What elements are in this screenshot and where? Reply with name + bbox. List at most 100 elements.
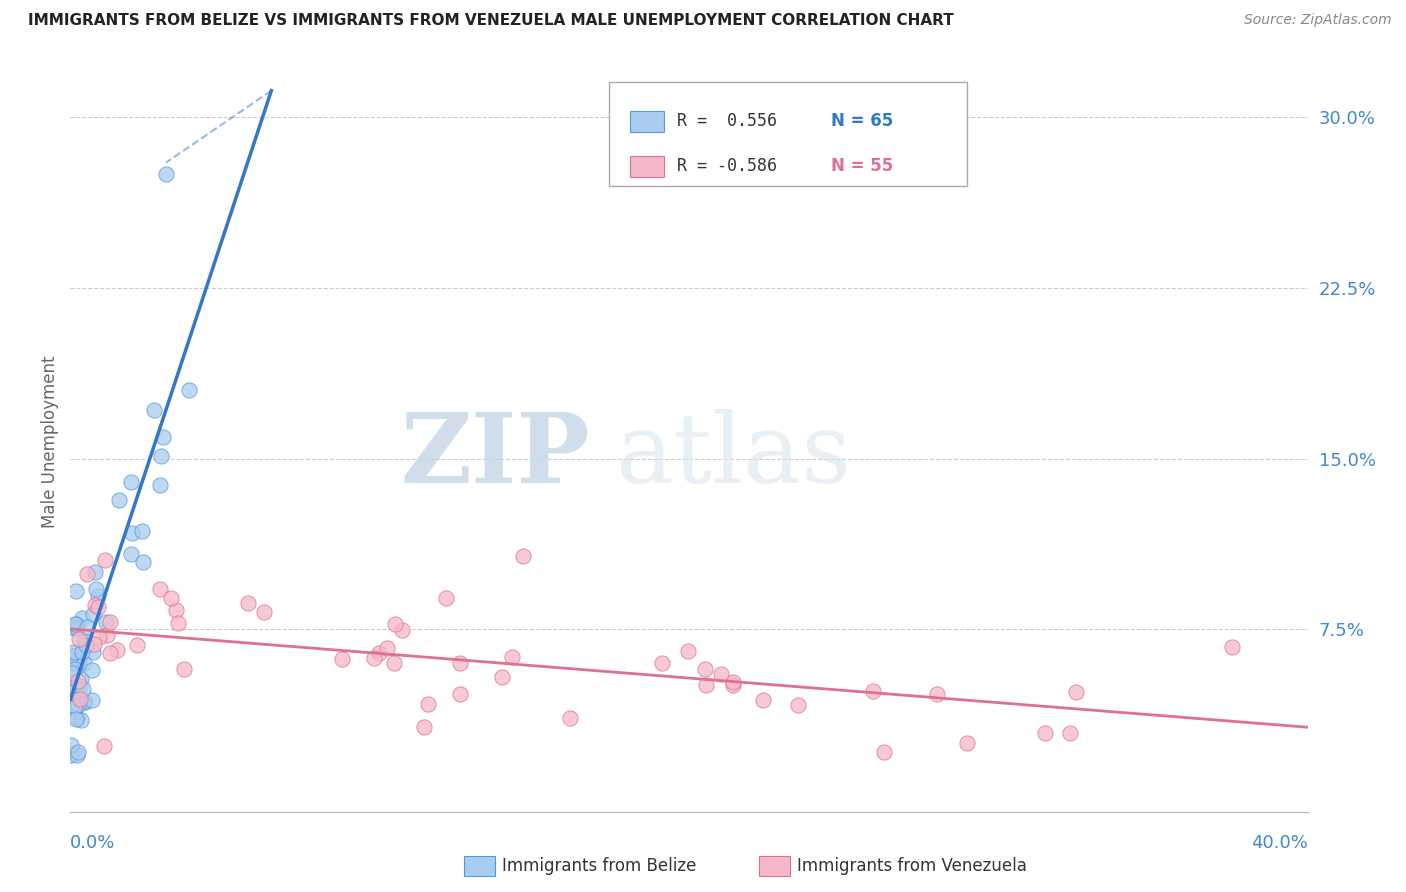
Point: [363, 651, 385, 665]
Point: [98, 615, 121, 629]
Point: [873, 745, 896, 759]
Point: [75, 695, 97, 709]
Point: [238, 596, 260, 610]
Point: [66, 745, 89, 759]
Text: IMMIGRANTS FROM BELIZE VS IMMIGRANTS FROM VENEZUELA MALE UNEMPLOYMENT CORRELATIO: IMMIGRANTS FROM BELIZE VS IMMIGRANTS FRO…: [28, 13, 953, 29]
Point: [62, 685, 84, 699]
Point: [723, 678, 745, 692]
Point: [121, 525, 143, 540]
Point: [67, 673, 90, 688]
Point: [76, 619, 98, 633]
Point: [150, 449, 173, 463]
Point: [1220, 640, 1243, 654]
Point: [94, 615, 117, 629]
Point: [149, 478, 172, 492]
Point: [87, 630, 110, 644]
Point: [501, 649, 523, 664]
Text: 0.0%: 0.0%: [70, 834, 115, 852]
Point: [67, 655, 90, 669]
Point: [76, 566, 98, 581]
Point: [62, 699, 84, 714]
Point: [82, 645, 104, 659]
Point: [73, 634, 96, 648]
Point: [710, 666, 733, 681]
Point: [449, 656, 471, 670]
Text: N = 65: N = 65: [831, 112, 893, 129]
Point: [96, 628, 118, 642]
Point: [83, 637, 105, 651]
Text: Immigrants from Venezuela: Immigrants from Venezuela: [797, 857, 1026, 875]
Point: [786, 698, 808, 713]
Point: [149, 582, 172, 596]
Text: 40.0%: 40.0%: [1251, 834, 1308, 852]
Point: [70, 645, 93, 659]
Point: [66, 747, 89, 762]
Point: [108, 493, 131, 508]
Point: [131, 524, 153, 538]
Point: [82, 607, 104, 621]
Point: [434, 591, 457, 605]
Point: [69, 673, 91, 687]
Point: [70, 713, 93, 727]
Point: [65, 681, 87, 695]
Point: [65, 700, 87, 714]
Point: [155, 167, 177, 181]
Point: [72, 681, 94, 696]
Point: [721, 675, 744, 690]
Point: [152, 430, 174, 444]
Point: [65, 648, 87, 662]
Point: [63, 617, 86, 632]
Point: [59, 738, 82, 752]
Point: [695, 678, 717, 692]
Text: ZIP: ZIP: [401, 409, 591, 503]
Point: [330, 652, 353, 666]
Point: [560, 711, 582, 725]
FancyBboxPatch shape: [609, 82, 967, 186]
Point: [384, 617, 406, 632]
Y-axis label: Male Unemployment: Male Unemployment: [41, 355, 59, 528]
Point: [84, 598, 107, 612]
Point: [120, 547, 142, 561]
Point: [70, 611, 93, 625]
Point: [676, 644, 699, 658]
Point: [65, 583, 87, 598]
Text: Immigrants from Belize: Immigrants from Belize: [502, 857, 696, 875]
Point: [159, 591, 181, 605]
Point: [143, 403, 166, 417]
Point: [72, 696, 94, 710]
Point: [1059, 725, 1081, 739]
Point: [1064, 684, 1087, 698]
Point: [82, 693, 104, 707]
Point: [65, 622, 87, 636]
Point: [59, 619, 82, 633]
Point: [62, 692, 84, 706]
Point: [165, 603, 187, 617]
Point: [367, 646, 389, 660]
Point: [65, 662, 87, 676]
Point: [62, 681, 84, 695]
Point: [62, 698, 84, 712]
Point: [491, 670, 513, 684]
Bar: [630, 156, 664, 177]
Point: [382, 657, 405, 671]
Point: [62, 685, 84, 699]
Point: [66, 656, 89, 670]
Point: [69, 679, 91, 693]
Point: [63, 657, 86, 672]
Point: [927, 687, 949, 701]
Point: [63, 645, 86, 659]
Point: [84, 565, 107, 579]
Point: [63, 699, 86, 714]
Point: [121, 475, 143, 489]
Point: [69, 692, 91, 706]
Point: [87, 589, 110, 603]
Point: [127, 638, 149, 652]
Point: [179, 384, 201, 398]
Point: [253, 606, 276, 620]
Point: [105, 643, 128, 657]
Text: atlas: atlas: [614, 409, 851, 503]
Text: R = -0.586: R = -0.586: [676, 157, 776, 175]
Point: [67, 698, 90, 712]
Point: [60, 650, 83, 665]
Point: [449, 687, 471, 701]
